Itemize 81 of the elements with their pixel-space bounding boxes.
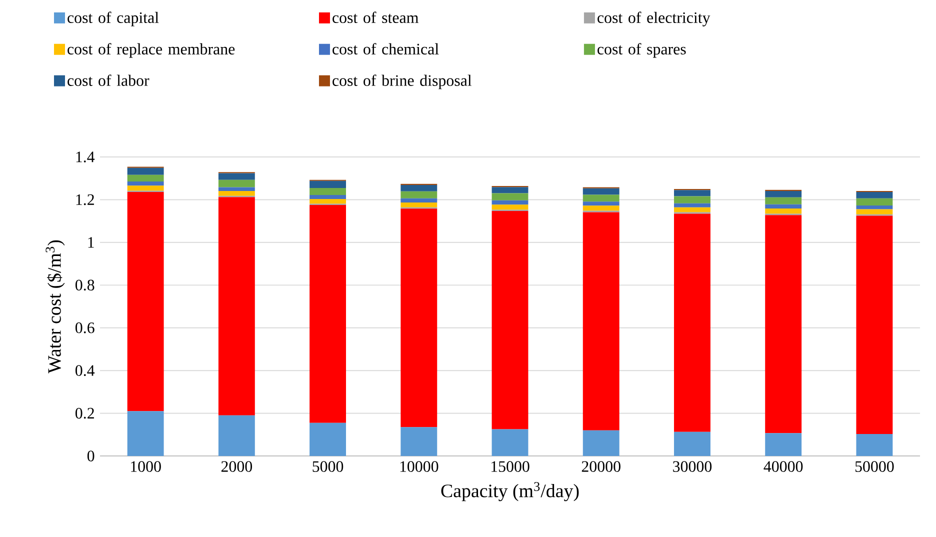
x-tick-label: 30000 bbox=[673, 461, 712, 472]
bar bbox=[674, 196, 710, 204]
legend-label: cost of spares bbox=[598, 43, 686, 58]
bar bbox=[127, 411, 164, 456]
bar bbox=[582, 194, 620, 202]
bar bbox=[310, 195, 346, 200]
bar bbox=[218, 180, 255, 188]
bar bbox=[674, 432, 710, 456]
y-tick-label: 0 bbox=[87, 450, 94, 462]
bar bbox=[765, 208, 802, 214]
bar bbox=[492, 211, 528, 430]
x-axis-title: Capacity (m$^{3}$/day) bbox=[441, 482, 579, 502]
bar bbox=[856, 192, 893, 198]
y-tick-label: 1 bbox=[88, 237, 94, 248]
bar bbox=[492, 204, 528, 210]
x-tick-label: 20000 bbox=[582, 461, 620, 472]
bar bbox=[127, 186, 164, 191]
bar bbox=[400, 184, 438, 192]
bar bbox=[218, 415, 255, 456]
bar bbox=[765, 197, 802, 204]
bar bbox=[400, 208, 438, 428]
bar bbox=[310, 188, 346, 195]
x-tick-label: 50000 bbox=[855, 461, 894, 472]
bar bbox=[127, 168, 164, 175]
bar bbox=[310, 180, 346, 188]
legend-label: cost of capital bbox=[68, 12, 159, 26]
bar bbox=[856, 434, 893, 456]
bar bbox=[492, 193, 528, 200]
bar bbox=[400, 191, 438, 198]
y-tick-label: 1.2 bbox=[76, 194, 94, 206]
bar bbox=[674, 190, 710, 196]
bar bbox=[765, 433, 802, 456]
y-tick-label: 0.4 bbox=[76, 365, 95, 376]
y-tick-label: 0.6 bbox=[76, 322, 94, 334]
bar bbox=[310, 422, 346, 456]
bar bbox=[310, 199, 346, 204]
legend-label: cost of steam bbox=[332, 12, 418, 24]
legend-label: cost of replace membrane bbox=[68, 43, 235, 58]
legend-label: cost of chemical bbox=[332, 43, 439, 54]
bar bbox=[400, 202, 438, 208]
y-tick-label: 0.8 bbox=[76, 280, 94, 291]
x-tick-label: 10000 bbox=[400, 461, 438, 472]
bar bbox=[400, 198, 438, 202]
bar bbox=[856, 216, 893, 434]
bar bbox=[127, 182, 164, 186]
y-tick-label: 1.4 bbox=[76, 152, 95, 162]
bar bbox=[765, 204, 802, 208]
y-axis-title: Water cost ($/m$^{3}$) bbox=[46, 240, 65, 374]
bar bbox=[127, 192, 164, 412]
x-tick-label: 1000 bbox=[131, 461, 161, 472]
bar bbox=[582, 212, 620, 430]
bar bbox=[674, 207, 710, 212]
x-tick-label: 40000 bbox=[764, 461, 803, 472]
bar bbox=[310, 205, 346, 423]
bar bbox=[582, 430, 620, 456]
legend-label: cost of brine disposal bbox=[332, 74, 472, 90]
bar bbox=[218, 197, 255, 416]
bar bbox=[492, 429, 528, 456]
bar bbox=[492, 187, 528, 194]
bar bbox=[127, 174, 164, 182]
bar bbox=[856, 205, 893, 210]
bar bbox=[765, 215, 802, 434]
bar bbox=[856, 198, 893, 206]
bar bbox=[856, 209, 893, 214]
bar bbox=[492, 200, 528, 205]
bar bbox=[218, 187, 255, 191]
bar bbox=[218, 190, 255, 196]
legend-label: cost of electricity bbox=[598, 12, 710, 26]
bar bbox=[582, 206, 620, 211]
bar bbox=[582, 202, 620, 206]
x-tick-label: 15000 bbox=[491, 461, 530, 472]
bar bbox=[218, 173, 255, 180]
bar bbox=[582, 188, 620, 195]
bar bbox=[765, 190, 802, 198]
y-tick-label: 0.2 bbox=[76, 408, 94, 419]
x-tick-label: 5000 bbox=[312, 461, 344, 472]
bar bbox=[674, 203, 710, 208]
bar bbox=[400, 427, 438, 456]
legend-label: cost of labor bbox=[68, 74, 150, 86]
x-tick-label: 2000 bbox=[221, 461, 252, 472]
bar bbox=[674, 214, 710, 432]
